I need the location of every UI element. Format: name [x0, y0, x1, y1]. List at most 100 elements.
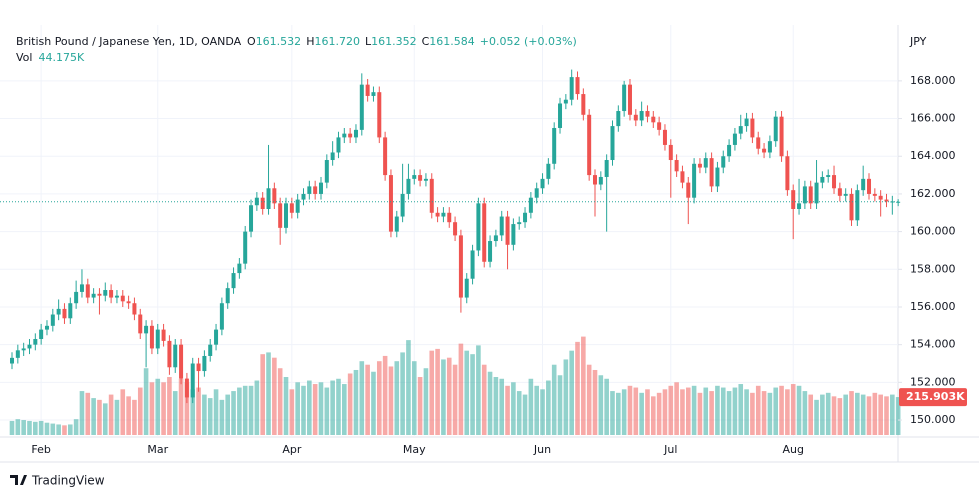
candle-body [318, 182, 323, 194]
candle-body [97, 293, 102, 296]
volume-bar [476, 345, 481, 435]
candle-body [388, 175, 393, 232]
candle-body [727, 144, 732, 157]
candle-body [674, 160, 679, 172]
candle-body [779, 116, 784, 157]
candle-body [482, 203, 487, 262]
volume-bar [639, 392, 644, 435]
y-tick-label: 154.000 [910, 338, 956, 351]
candle-body [132, 303, 137, 315]
volume-bar [324, 387, 330, 435]
candle-body [348, 133, 353, 138]
candle-body [604, 160, 609, 177]
volume-bar [872, 392, 878, 435]
volume-bar [703, 387, 709, 435]
candle-body [680, 171, 685, 183]
candle-body [190, 363, 195, 398]
volume-bar [202, 394, 207, 435]
volume-bar [674, 382, 679, 435]
candle-body [10, 357, 14, 364]
volume-bar [726, 391, 732, 435]
volume-bar [184, 382, 190, 435]
candle-body [365, 84, 370, 96]
volume-bar [149, 382, 155, 435]
candle-body [826, 175, 831, 177]
volume-bar [254, 380, 260, 435]
volume-bar [709, 391, 714, 435]
candle-body [505, 216, 510, 245]
candle-body [91, 293, 96, 298]
candle-body [569, 77, 574, 100]
volume-bar [248, 385, 254, 435]
volume-tag [899, 388, 967, 407]
candle-body [359, 84, 364, 130]
volume-bar [890, 394, 895, 435]
volume-bar [213, 389, 219, 435]
candle-body [896, 201, 901, 203]
candle-body [657, 122, 662, 130]
volume-bar [382, 355, 388, 435]
volume-bar [662, 389, 668, 435]
candle-body [715, 167, 720, 187]
volume-bar [126, 396, 131, 435]
volume-bar [371, 371, 376, 435]
candle-body [313, 186, 318, 194]
volume-bar [376, 361, 382, 435]
close-value: 161.584 [429, 35, 475, 48]
volume-bar [15, 419, 21, 435]
candle-body [418, 175, 423, 181]
volume-bar [651, 396, 656, 435]
candle-body [39, 329, 44, 340]
candle-body [476, 203, 481, 251]
candle-body [272, 188, 277, 204]
candle-body [767, 141, 772, 153]
volume-bar [44, 422, 50, 435]
volume-bar [546, 380, 551, 435]
candle-body [639, 111, 644, 121]
candle-body [74, 291, 79, 304]
volume-bar [767, 392, 773, 435]
volume-bar [190, 389, 196, 435]
volume-bar [225, 394, 231, 435]
high-value: 161.720 [314, 35, 360, 48]
open-value: 161.532 [256, 35, 302, 48]
volume-bar [394, 361, 400, 435]
volume-bar [860, 394, 866, 435]
volume-bar [400, 352, 405, 435]
candle-body [756, 137, 761, 149]
y-tick-label: 160.000 [910, 225, 956, 238]
volume-bar [9, 420, 15, 435]
candle-body [686, 182, 691, 198]
x-tick-label: Apr [282, 443, 302, 456]
volume-bar [878, 394, 883, 435]
candle-body [884, 199, 889, 202]
volume-bar [825, 392, 831, 435]
candle-body [598, 176, 603, 185]
candle-body [575, 77, 580, 95]
volume-bar [586, 364, 592, 435]
candle-body [668, 144, 673, 161]
volume-bar [563, 359, 569, 435]
candle-body [867, 178, 872, 194]
candles [10, 69, 901, 404]
candle-body [400, 193, 405, 217]
candle-body [808, 186, 813, 204]
candle-body [429, 178, 434, 213]
volume-bar [808, 394, 814, 435]
candle-body [447, 212, 452, 223]
volume-bar [21, 420, 26, 435]
volume-bar [493, 377, 499, 435]
volume-bar [452, 364, 458, 435]
volume-bar [575, 341, 580, 435]
candle-body [423, 178, 428, 181]
volume-bar [843, 394, 848, 435]
volume-bar [481, 364, 487, 435]
volume-value: 44.175K [38, 51, 84, 64]
candle-body [173, 344, 178, 368]
candle-body [750, 118, 755, 138]
volume-bar [621, 389, 627, 435]
candle-body [832, 175, 837, 189]
volume-bar [137, 387, 143, 435]
candle-body [732, 133, 737, 145]
volume-bar [114, 399, 120, 435]
